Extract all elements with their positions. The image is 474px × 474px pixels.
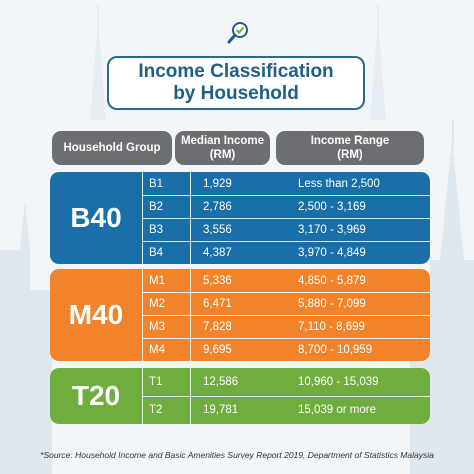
- median-income: 1,929: [203, 178, 232, 190]
- income-range: 8,700 - 10,959: [298, 344, 373, 356]
- group-code: B3: [149, 224, 164, 236]
- magnifier-check-icon: [227, 22, 248, 44]
- source-note: *Source: Household Income and Basic Amen…: [40, 450, 434, 460]
- income-range: 7,110 - 8,699: [298, 321, 365, 333]
- median-income: 2,786: [203, 201, 232, 213]
- median-income: 3,556: [203, 224, 232, 236]
- group-b40: B40 B1 1,929 Less than 2,500 B2 2,786 2,…: [50, 172, 430, 264]
- group-code: M3: [149, 321, 165, 333]
- income-range: 4,850 - 5,879: [298, 275, 366, 287]
- median-income: 12,586: [203, 376, 239, 388]
- income-range: 5,880 - 7,099: [298, 298, 366, 310]
- header-median-income: Median Income (RM): [175, 131, 270, 165]
- page-title: Income Classification by Household: [107, 56, 365, 110]
- group-label: B40: [70, 202, 122, 233]
- header-household-group: Household Group: [52, 131, 172, 165]
- group-code: T1: [149, 376, 163, 388]
- group-code: M4: [149, 344, 165, 356]
- group-code: B2: [149, 201, 164, 213]
- group-t20: T20 T1 12,586 10,960 - 15,039 T2 19,781 …: [50, 368, 430, 424]
- median-income: 19,781: [203, 404, 239, 416]
- group-code: B4: [149, 247, 164, 259]
- title-line-1: Income Classification: [138, 61, 334, 82]
- income-range: 2,500 - 3,169: [298, 201, 366, 213]
- income-range: 3,970 - 4,849: [298, 247, 366, 259]
- median-income: 9,695: [203, 344, 232, 356]
- median-income: 6,471: [203, 298, 232, 310]
- group-code: M1: [149, 275, 165, 287]
- median-income: 7,828: [203, 321, 232, 333]
- group-code: M2: [149, 298, 165, 310]
- income-range: 15,039 or more: [298, 404, 376, 416]
- group-m40: M40 M1 5,336 4,850 - 5,879 M2 6,471 5,88…: [50, 269, 430, 361]
- income-range: 3,170 - 3,969: [298, 224, 366, 236]
- header-income-range: Income Range (RM): [276, 131, 424, 165]
- title-line-2: by Household: [173, 83, 299, 104]
- group-code: B1: [149, 178, 164, 190]
- median-income: 4,387: [203, 247, 232, 259]
- group-label: T20: [71, 380, 121, 411]
- group-label: M40: [68, 299, 124, 330]
- income-range: 10,960 - 15,039: [298, 376, 379, 388]
- group-code: T2: [149, 404, 163, 416]
- income-range: Less than 2,500: [298, 178, 380, 190]
- median-income: 5,336: [203, 275, 232, 287]
